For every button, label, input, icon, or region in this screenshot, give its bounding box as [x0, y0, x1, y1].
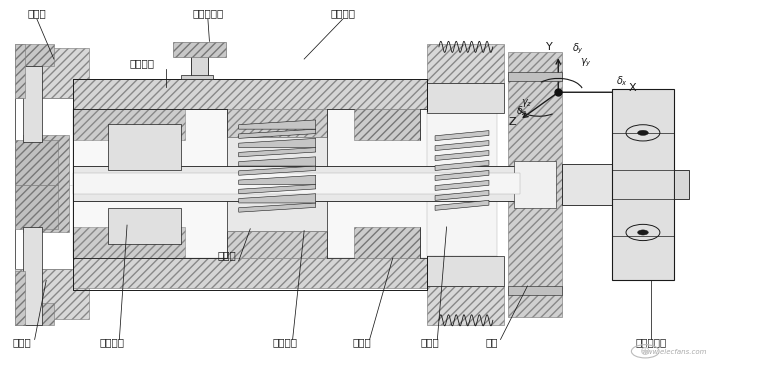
Text: 液压力: 液压力 [218, 250, 236, 260]
Text: $\gamma_z$: $\gamma_z$ [521, 97, 533, 109]
Bar [15, 44, 25, 98]
Text: 松紧刀装置: 松紧刀装置 [635, 337, 666, 347]
Circle shape [638, 130, 648, 135]
Bar [227, 137, 327, 231]
Polygon shape [239, 203, 316, 212]
Bar [108, 208, 181, 244]
Text: 主轴箱: 主轴箱 [28, 8, 46, 18]
Polygon shape [435, 131, 489, 141]
Bar [508, 286, 562, 295]
Bar [508, 72, 562, 81]
Bar [15, 184, 58, 229]
Polygon shape [435, 190, 489, 200]
Text: 位移传感器: 位移传感器 [192, 8, 223, 18]
Polygon shape [435, 170, 489, 180]
Text: 主轴转子: 主轴转子 [99, 337, 124, 347]
Bar [23, 227, 42, 325]
Bar [354, 109, 420, 140]
Bar [427, 256, 504, 286]
Bar [354, 227, 420, 258]
Bar [15, 140, 58, 184]
Bar [227, 109, 327, 137]
Text: 后轴承: 后轴承 [353, 337, 371, 347]
Text: Y: Y [546, 42, 552, 52]
Polygon shape [239, 138, 316, 148]
Text: 拉刀杆: 拉刀杆 [420, 337, 439, 347]
Text: ⊕: ⊕ [640, 345, 651, 358]
Text: $\delta_x$: $\delta_x$ [616, 74, 628, 88]
Text: 弹簧夹头: 弹簧夹头 [130, 58, 155, 68]
Bar [427, 81, 497, 111]
Bar [427, 83, 504, 113]
Bar [15, 269, 89, 319]
Polygon shape [15, 148, 46, 184]
Polygon shape [435, 151, 489, 161]
Text: 带轮: 带轮 [485, 337, 497, 347]
Bar [23, 66, 42, 142]
Bar [427, 111, 497, 256]
Bar [181, 75, 213, 79]
Polygon shape [239, 166, 316, 175]
Polygon shape [435, 180, 489, 190]
Text: X: X [629, 83, 637, 93]
Bar [73, 79, 466, 109]
Bar [108, 124, 181, 170]
Bar [15, 48, 89, 98]
Bar [23, 135, 69, 232]
Text: $\delta_z$: $\delta_z$ [516, 104, 527, 118]
Bar [15, 303, 54, 325]
Bar [15, 44, 54, 66]
Bar [73, 227, 185, 258]
Polygon shape [239, 175, 316, 184]
Text: $\delta_y$: $\delta_y$ [572, 42, 584, 56]
Bar [427, 44, 504, 83]
Text: 液压轴套: 液压轴套 [273, 337, 297, 347]
Bar [562, 164, 612, 205]
Circle shape [638, 230, 648, 235]
Bar [173, 42, 226, 57]
Bar [15, 98, 89, 269]
Text: www.elecfans.com: www.elecfans.com [641, 349, 707, 355]
Bar [674, 170, 689, 199]
Polygon shape [435, 200, 489, 210]
Polygon shape [435, 141, 489, 151]
Bar [73, 109, 185, 140]
Bar [508, 52, 562, 317]
Polygon shape [435, 161, 489, 170]
Bar [514, 161, 556, 208]
Bar [227, 231, 327, 258]
Polygon shape [239, 194, 316, 203]
Polygon shape [239, 120, 316, 129]
Text: 碟形弹簧: 碟形弹簧 [330, 8, 355, 18]
Bar [191, 46, 208, 79]
Text: 前轴承: 前轴承 [12, 337, 31, 347]
Bar [73, 173, 520, 194]
Polygon shape [239, 184, 316, 194]
Polygon shape [239, 157, 316, 166]
Polygon shape [239, 148, 316, 157]
Text: Z: Z [508, 117, 516, 127]
Bar [0, 11, 770, 336]
Polygon shape [239, 129, 316, 138]
Bar [427, 256, 497, 286]
Bar [15, 271, 25, 325]
Bar [73, 166, 520, 201]
Bar [73, 258, 466, 288]
Bar [612, 89, 674, 280]
Bar [427, 286, 504, 325]
Bar [73, 109, 466, 258]
Text: $\gamma_y$: $\gamma_y$ [580, 57, 591, 69]
